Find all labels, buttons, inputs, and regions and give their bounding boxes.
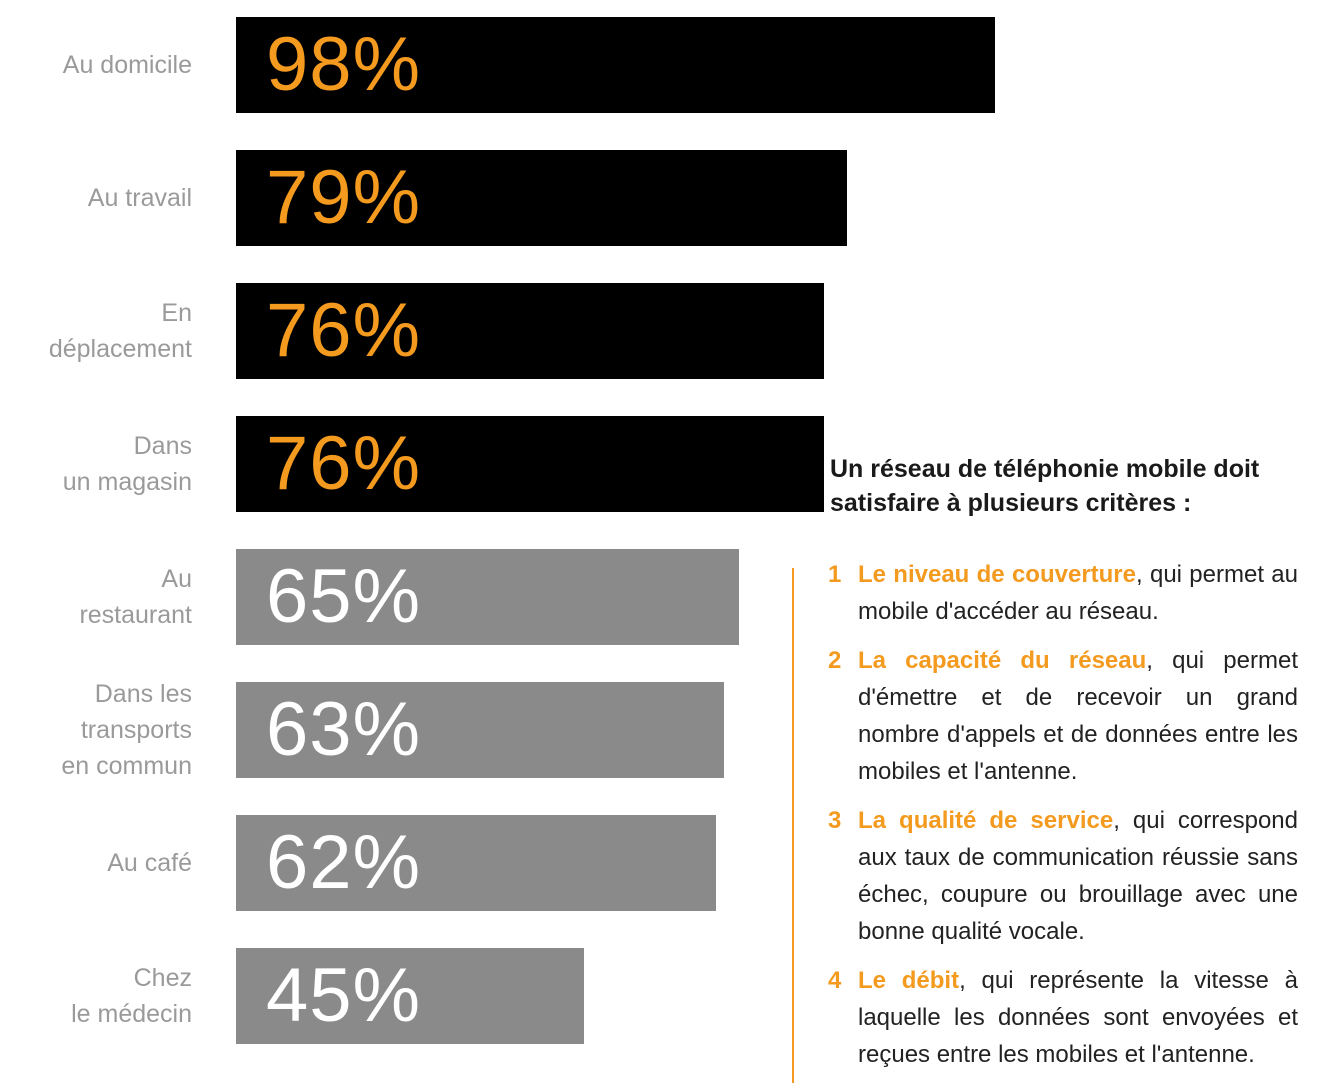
bar-chart: Au domicile 98% Au travail 79% En déplacemen… <box>48 17 995 1044</box>
category-label: Au restaurant <box>79 565 192 629</box>
criteria-item: 2 La capacité du réseau, qui permet d'ém… <box>828 642 1298 790</box>
criteria-panel: Un réseau de téléphonie mobile doit sati… <box>830 452 1300 520</box>
category-label: En déplacement <box>48 299 192 363</box>
bar: 45% <box>236 948 584 1044</box>
criteria-item: 3 La qualité de service, qui correspond … <box>828 802 1298 950</box>
bar-value-label: 62% <box>266 820 422 905</box>
criteria-item-text: , qui correspond aux taux de communicati… <box>858 807 1299 945</box>
bar: 76% <box>236 416 824 512</box>
category-label: Dans un magasin <box>62 432 192 496</box>
criteria-item-text: , qui permet au mobile d'accéder au rése… <box>858 561 1298 625</box>
bar: 65% <box>236 549 739 645</box>
criteria-item-heading: Le débit <box>858 967 960 994</box>
bar-value-label: 63% <box>266 687 422 772</box>
bar-value-label: 76% <box>266 421 422 506</box>
bar-value-label: 45% <box>266 953 422 1038</box>
bar: 76% <box>236 283 824 379</box>
criteria-item-number: 4 <box>828 967 842 994</box>
bar-value-label: 76% <box>266 288 422 373</box>
criteria-item-heading: La qualité de service <box>858 807 1114 834</box>
bar: 98% <box>236 17 995 113</box>
criteria-item-heading: La capacité du réseau <box>858 647 1147 674</box>
criteria-divider <box>792 568 794 1083</box>
category-label: Chez le médecin <box>71 964 192 1028</box>
criteria-item-number: 2 <box>828 647 842 674</box>
category-label: Au travail <box>87 184 192 212</box>
bar-value-label: 65% <box>266 554 422 639</box>
category-label: Au café <box>107 849 192 877</box>
criteria-item-text: , qui représente la vitesse à laquelle l… <box>858 967 1298 1068</box>
criteria-title: Un réseau de téléphonie mobile doit sati… <box>830 455 1260 517</box>
criteria-item: 1 Le niveau de couverture, qui permet au… <box>828 556 1298 630</box>
bar: 79% <box>236 150 847 246</box>
category-label: Au domicile <box>62 51 192 79</box>
category-label: Dans les transports en commun <box>61 680 192 780</box>
criteria-item-text: , qui permet d'émettre et de recevoir un… <box>858 647 1299 785</box>
bar-value-label: 98% <box>266 22 422 107</box>
bar: 62% <box>236 815 716 911</box>
bar-value-label: 79% <box>266 155 422 240</box>
criteria-item-number: 1 <box>828 561 842 588</box>
criteria-item-heading: Le niveau de couverture <box>858 561 1136 588</box>
bar: 63% <box>236 682 724 778</box>
criteria-item: 4 Le débit, qui représente la vitesse à … <box>828 962 1298 1073</box>
criteria-list: 1 Le niveau de couverture, qui permet au… <box>828 556 1298 1085</box>
criteria-item-number: 3 <box>828 807 842 834</box>
